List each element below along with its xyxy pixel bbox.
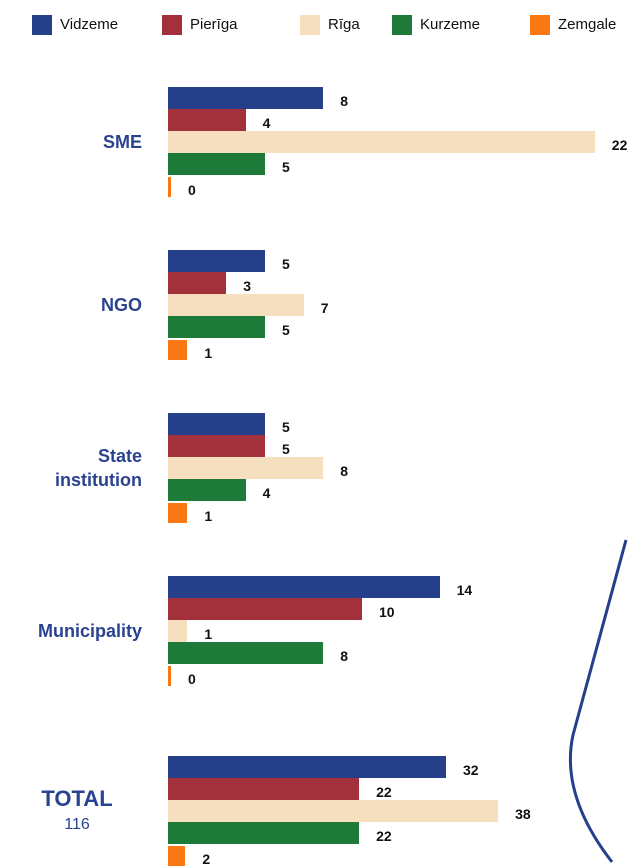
value-label: 14 <box>456 582 473 598</box>
legend-swatch <box>392 15 412 35</box>
value-label: 5 <box>282 322 290 338</box>
bar <box>168 846 186 866</box>
bar <box>168 479 246 501</box>
value-label: 38 <box>515 806 531 822</box>
value-label: 7 <box>320 300 329 316</box>
value-label: 5 <box>282 159 290 175</box>
legend-swatch <box>32 15 52 35</box>
bar <box>168 316 265 338</box>
value-label: 3 <box>243 278 251 294</box>
bar <box>168 87 324 109</box>
value-label: 5 <box>282 256 290 272</box>
legend-swatch <box>300 15 320 35</box>
value-label: 10 <box>379 604 395 620</box>
category-label: State institution <box>55 446 142 490</box>
value-label: 8 <box>340 648 348 664</box>
bar <box>168 177 171 197</box>
value-label: 1 <box>204 508 213 524</box>
legend-label: Rīga <box>328 16 360 33</box>
value-label: 0 <box>188 182 196 198</box>
value-label: 4 <box>262 115 271 131</box>
value-label: 2 <box>202 851 211 867</box>
value-label: 8 <box>340 93 348 109</box>
bar <box>168 340 188 360</box>
value-label: 1 <box>204 626 213 642</box>
bar <box>168 435 265 457</box>
legend-swatch <box>162 15 182 35</box>
legend-label: Zemgale <box>558 16 617 33</box>
category-label: SME <box>102 132 142 152</box>
bar <box>168 153 265 175</box>
bar <box>168 756 446 778</box>
bar <box>168 413 265 435</box>
value-label: 0 <box>188 671 196 687</box>
bar <box>168 131 595 153</box>
value-label: 22 <box>376 828 392 844</box>
bar <box>168 620 188 642</box>
decorative-curve <box>568 539 628 863</box>
bar <box>168 457 324 479</box>
bar <box>168 503 188 523</box>
bar <box>168 598 362 620</box>
legend-label: Kurzeme <box>420 16 481 33</box>
bar <box>168 778 360 800</box>
bar <box>168 109 246 131</box>
bar <box>168 642 324 664</box>
value-label: 5 <box>282 419 290 435</box>
bar <box>168 250 265 272</box>
category-label: TOTAL <box>41 786 113 811</box>
legend-swatch <box>530 15 550 35</box>
value-label: 22 <box>376 784 392 800</box>
bar <box>168 576 440 598</box>
category-label: NGO <box>100 295 142 315</box>
legend-label: Vidzeme <box>60 16 119 33</box>
bar <box>168 294 304 316</box>
value-label: 5 <box>282 441 290 457</box>
category-annotation: 116 <box>64 816 90 833</box>
value-label: 4 <box>262 485 271 501</box>
value-label: 32 <box>462 762 479 778</box>
value-label: 8 <box>340 463 348 479</box>
value-label: 1 <box>204 345 213 361</box>
bar <box>168 272 227 294</box>
category-label: Municipality <box>37 621 142 641</box>
bar <box>168 800 499 822</box>
value-label: 22 <box>611 137 628 153</box>
bar <box>168 666 171 686</box>
bar <box>168 822 360 844</box>
legend-label: Pierīga <box>190 16 238 33</box>
